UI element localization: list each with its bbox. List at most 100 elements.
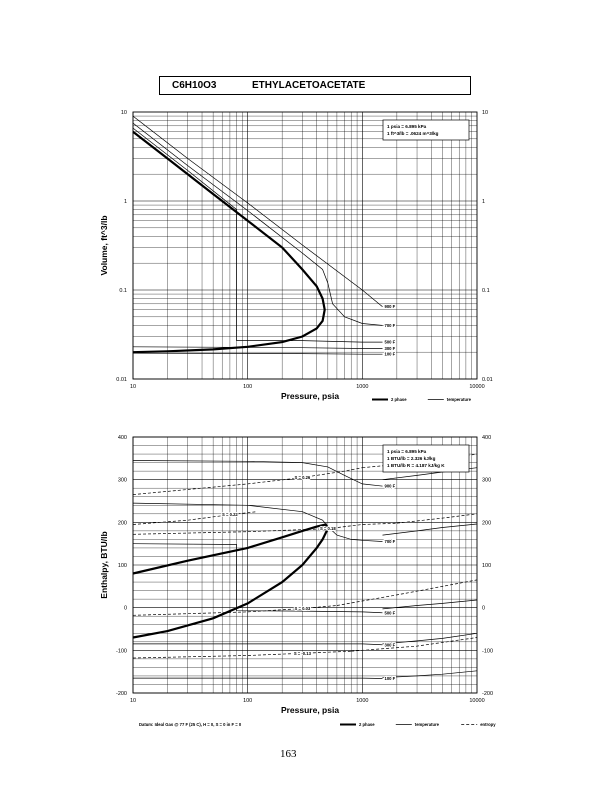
chemical-formula: C6H10O3 [172,80,217,91]
x-tick-label: 100 [243,384,252,390]
note-box [382,444,470,473]
y-tick-label-right: 200 [482,520,491,526]
series-line-7 [132,511,257,525]
legend-label: 2 phase [359,722,375,727]
plot-frame [132,436,478,694]
series-label: 900 F [385,484,396,489]
series-extension-2 [382,599,478,610]
y-axis-label: Enthalpy, BTU/lb [99,531,109,598]
series-label: 700 F [385,323,396,328]
chart-title-box: C6H10O3 ETHYLACETOACETATE [159,76,471,95]
y-tick-label-right: 300 [482,478,491,484]
y-tick-label-right: 0.01 [482,377,493,383]
series-label: 700 F [385,539,396,544]
series-label: 100 F [385,352,396,357]
y-tick-label-right: -200 [482,691,493,697]
y-tick-label: 10 [121,110,127,116]
series-line-2 [132,502,383,542]
x-tick-label: 10 [130,698,136,704]
conversion-text: 1 ft^3/lb = .0624 m^3/kg [387,131,439,136]
y-tick-label: 100 [118,563,127,569]
y-tick-label: 300 [118,478,127,484]
legend-label: temperature [447,397,472,402]
x-tick-label: 1000 [356,384,368,390]
series-line-6 [132,467,363,495]
note-box [382,119,470,141]
series-label: S = 0.18 [320,526,336,531]
series-extension-3 [382,632,478,645]
y-tick-label: 400 [118,435,127,441]
series-label: 500 F [385,610,396,615]
conversion-text: 1 psia = 6.895 kPa [387,449,427,454]
series-line-0 [132,523,330,639]
series-extension-4 [382,670,478,678]
conversion-text: 1 BTU/lb = 2.326 kJ/kg [387,456,436,461]
series-extension-6 [396,513,478,524]
datum-footnote: Datum: Ideal Gas @ 77 F (25 C), H = 0, S… [139,722,242,727]
grid [132,112,477,380]
page-number: 163 [280,748,297,760]
y-tick-label-right: 1 [482,199,485,205]
compound-name: ETHYLACETOACETATE [252,80,366,91]
conversion-note: 1 psia = 6.895 kPa 1 BTU/lb = 2.326 kJ/kg… [382,444,470,473]
y-tick-label: -100 [116,648,127,654]
conversion-note: 1 psia = 6.895 kPa 1 ft^3/lb = .0624 m^3/… [382,119,470,141]
conversion-text: 1 psia = 6.895 kPa [387,124,427,129]
grid [132,436,477,694]
series-line-1 [132,115,383,307]
series-label: 300 F [385,346,396,351]
y-tick-label-right: 10 [482,110,488,116]
series-label: S = 0.26 [295,475,311,480]
series-line-10 [132,650,352,659]
y-tick-label: 0.01 [116,377,127,383]
series-line-4 [132,346,383,349]
series-label: S = 0.22 [222,512,238,517]
y-tick-label: -200 [116,691,127,697]
series-line-8 [132,522,397,535]
series-label: 900 F [385,304,396,309]
x-tick-label: 10000 [469,384,484,390]
y-tick-label-right: 100 [482,563,491,569]
series-label: 100 F [385,676,396,681]
y-tick-label-right: -100 [482,648,493,654]
y-tick-label-right: 0 [482,606,485,612]
conversion-text: 1 BTU/lb R = 4.187 kJ/kg K [387,463,445,468]
series-line-5 [132,352,383,355]
y-tick-label-right: 0.1 [482,288,490,294]
x-axis-label: Pressure, psia [281,705,339,715]
y-tick-label: 200 [118,520,127,526]
legend-label: entropy [480,722,496,727]
x-tick-label: 1000 [356,698,368,704]
x-axis-label: Pressure, psia [281,391,339,401]
y-tick-label-right: 400 [482,435,491,441]
series-line-3 [132,127,383,343]
legend-label: 2 phase [391,397,407,402]
x-tick-label: 10 [130,384,136,390]
y-tick-label: 1 [124,199,127,205]
series-label: 300 F [385,642,396,647]
series-line-9 [132,605,337,616]
x-tick-label: 100 [243,698,252,704]
series-line-0 [132,130,326,354]
x-tick-label: 10000 [469,698,484,704]
legend-label: temperature [415,722,440,727]
chart-2: 4003002001000-100-2004003002001000-100-2… [99,435,496,727]
series-line-4 [133,643,383,646]
series-line-3 [132,543,383,614]
legend: 2 phase temperature [372,397,472,402]
series-line-2 [132,122,383,326]
series-label: S = 0.03 [295,606,311,611]
plot-frame [132,111,478,380]
legend: 2 phase temperature entropy [340,722,496,727]
series-label: S = -0.13 [294,651,312,656]
series-extension-8 [351,637,478,652]
y-axis-label: Volume, ft^3/lb [99,215,109,275]
y-tick-label: 0 [124,606,127,612]
series-line-1 [132,460,383,487]
series-extension-7 [336,579,478,606]
y-tick-label: 0.1 [119,288,127,294]
series-extension-1 [382,523,478,536]
series-label: 500 F [385,340,396,345]
